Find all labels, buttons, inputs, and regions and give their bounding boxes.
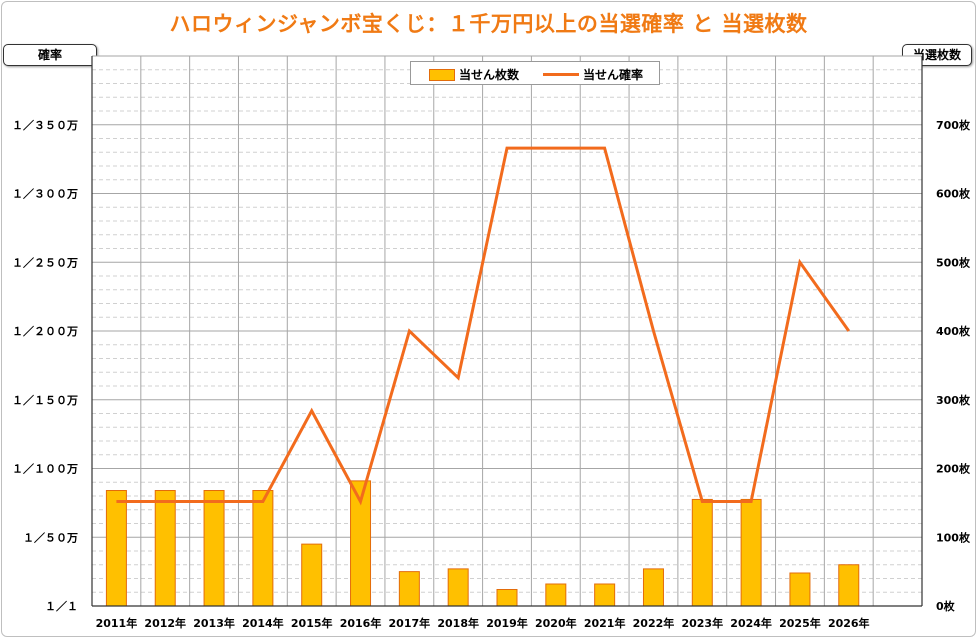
x-tick-label: 2023年: [681, 616, 723, 630]
left-tick-label: １／３００万: [12, 188, 78, 201]
bar-2018年: [447, 568, 469, 607]
legend-bar-swatch: [429, 68, 455, 81]
left-tick-label: １／５０万: [23, 531, 78, 544]
legend-item-line: 当せん確率: [543, 66, 643, 83]
bar-2017年: [398, 571, 420, 607]
x-tick-label: 2024年: [730, 616, 772, 630]
legend-item-bar: 当せん枚数: [429, 66, 519, 83]
right-tick-label: 700枚: [936, 118, 971, 132]
x-tick-label: 2016年: [340, 616, 382, 630]
x-tick-label: 2015年: [291, 616, 333, 630]
right-tick-label: 400枚: [936, 324, 971, 338]
x-tick-label: 2012年: [144, 616, 186, 630]
right-tick-label: 0枚: [936, 599, 956, 613]
x-tick-label: 2017年: [389, 616, 431, 630]
bar-2013年: [203, 490, 225, 607]
bar-2024年: [740, 498, 762, 607]
legend-bar-label: 当せん枚数: [459, 68, 520, 82]
x-tick-label: 2021年: [584, 616, 626, 630]
bar-2014年: [252, 490, 274, 607]
line-series-当せん確率: [116, 146, 851, 506]
bar-2022年: [642, 568, 664, 607]
right-tick-label: 500枚: [936, 255, 971, 269]
bar-2020年: [545, 583, 567, 607]
bar-2019年: [496, 589, 518, 607]
right-tick-label: 100枚: [936, 530, 971, 544]
bar-2026年: [838, 564, 860, 607]
legend-line-swatch: [543, 73, 579, 76]
x-tick-label: 2020年: [535, 616, 577, 630]
right-tick-label: 300枚: [936, 393, 971, 407]
x-tick-label: 2014年: [242, 616, 284, 630]
bar-2012年: [154, 490, 176, 607]
bar-2011年: [105, 490, 127, 607]
x-tick-label: 2022年: [633, 616, 675, 630]
x-tick-label: 2018年: [437, 616, 479, 630]
left-tick-label: １／２００万: [12, 325, 78, 338]
right-tick-label: 600枚: [936, 187, 971, 201]
left-tick-label: １／２５０万: [12, 256, 78, 269]
x-tick-label: 2013年: [193, 616, 235, 630]
left-tick-label: １／１５０万: [12, 394, 78, 407]
x-tick-label: 2025年: [779, 616, 821, 630]
left-tick-label: １／１: [45, 600, 78, 613]
bar-2015年: [301, 543, 323, 607]
x-tick-label: 2019年: [486, 616, 528, 630]
right-tick-label: 200枚: [936, 462, 971, 476]
bar-2021年: [594, 583, 616, 607]
chart-legend: 当せん枚数 当せん確率: [410, 61, 660, 85]
left-axis-title: 確率: [3, 44, 97, 66]
bar-2023年: [691, 498, 713, 607]
left-tick-label: １／３５０万: [12, 119, 78, 132]
x-tick-label: 2026年: [828, 616, 870, 630]
bar-2025年: [789, 572, 811, 607]
x-tick-label: 2011年: [96, 616, 138, 630]
left-tick-label: １／１００万: [12, 463, 78, 476]
chart-title: ハロウィンジャンボ宝くじ：１千万円以上の当選確率 と 当選枚数: [169, 12, 808, 36]
legend-line-label: 当せん確率: [583, 68, 644, 82]
